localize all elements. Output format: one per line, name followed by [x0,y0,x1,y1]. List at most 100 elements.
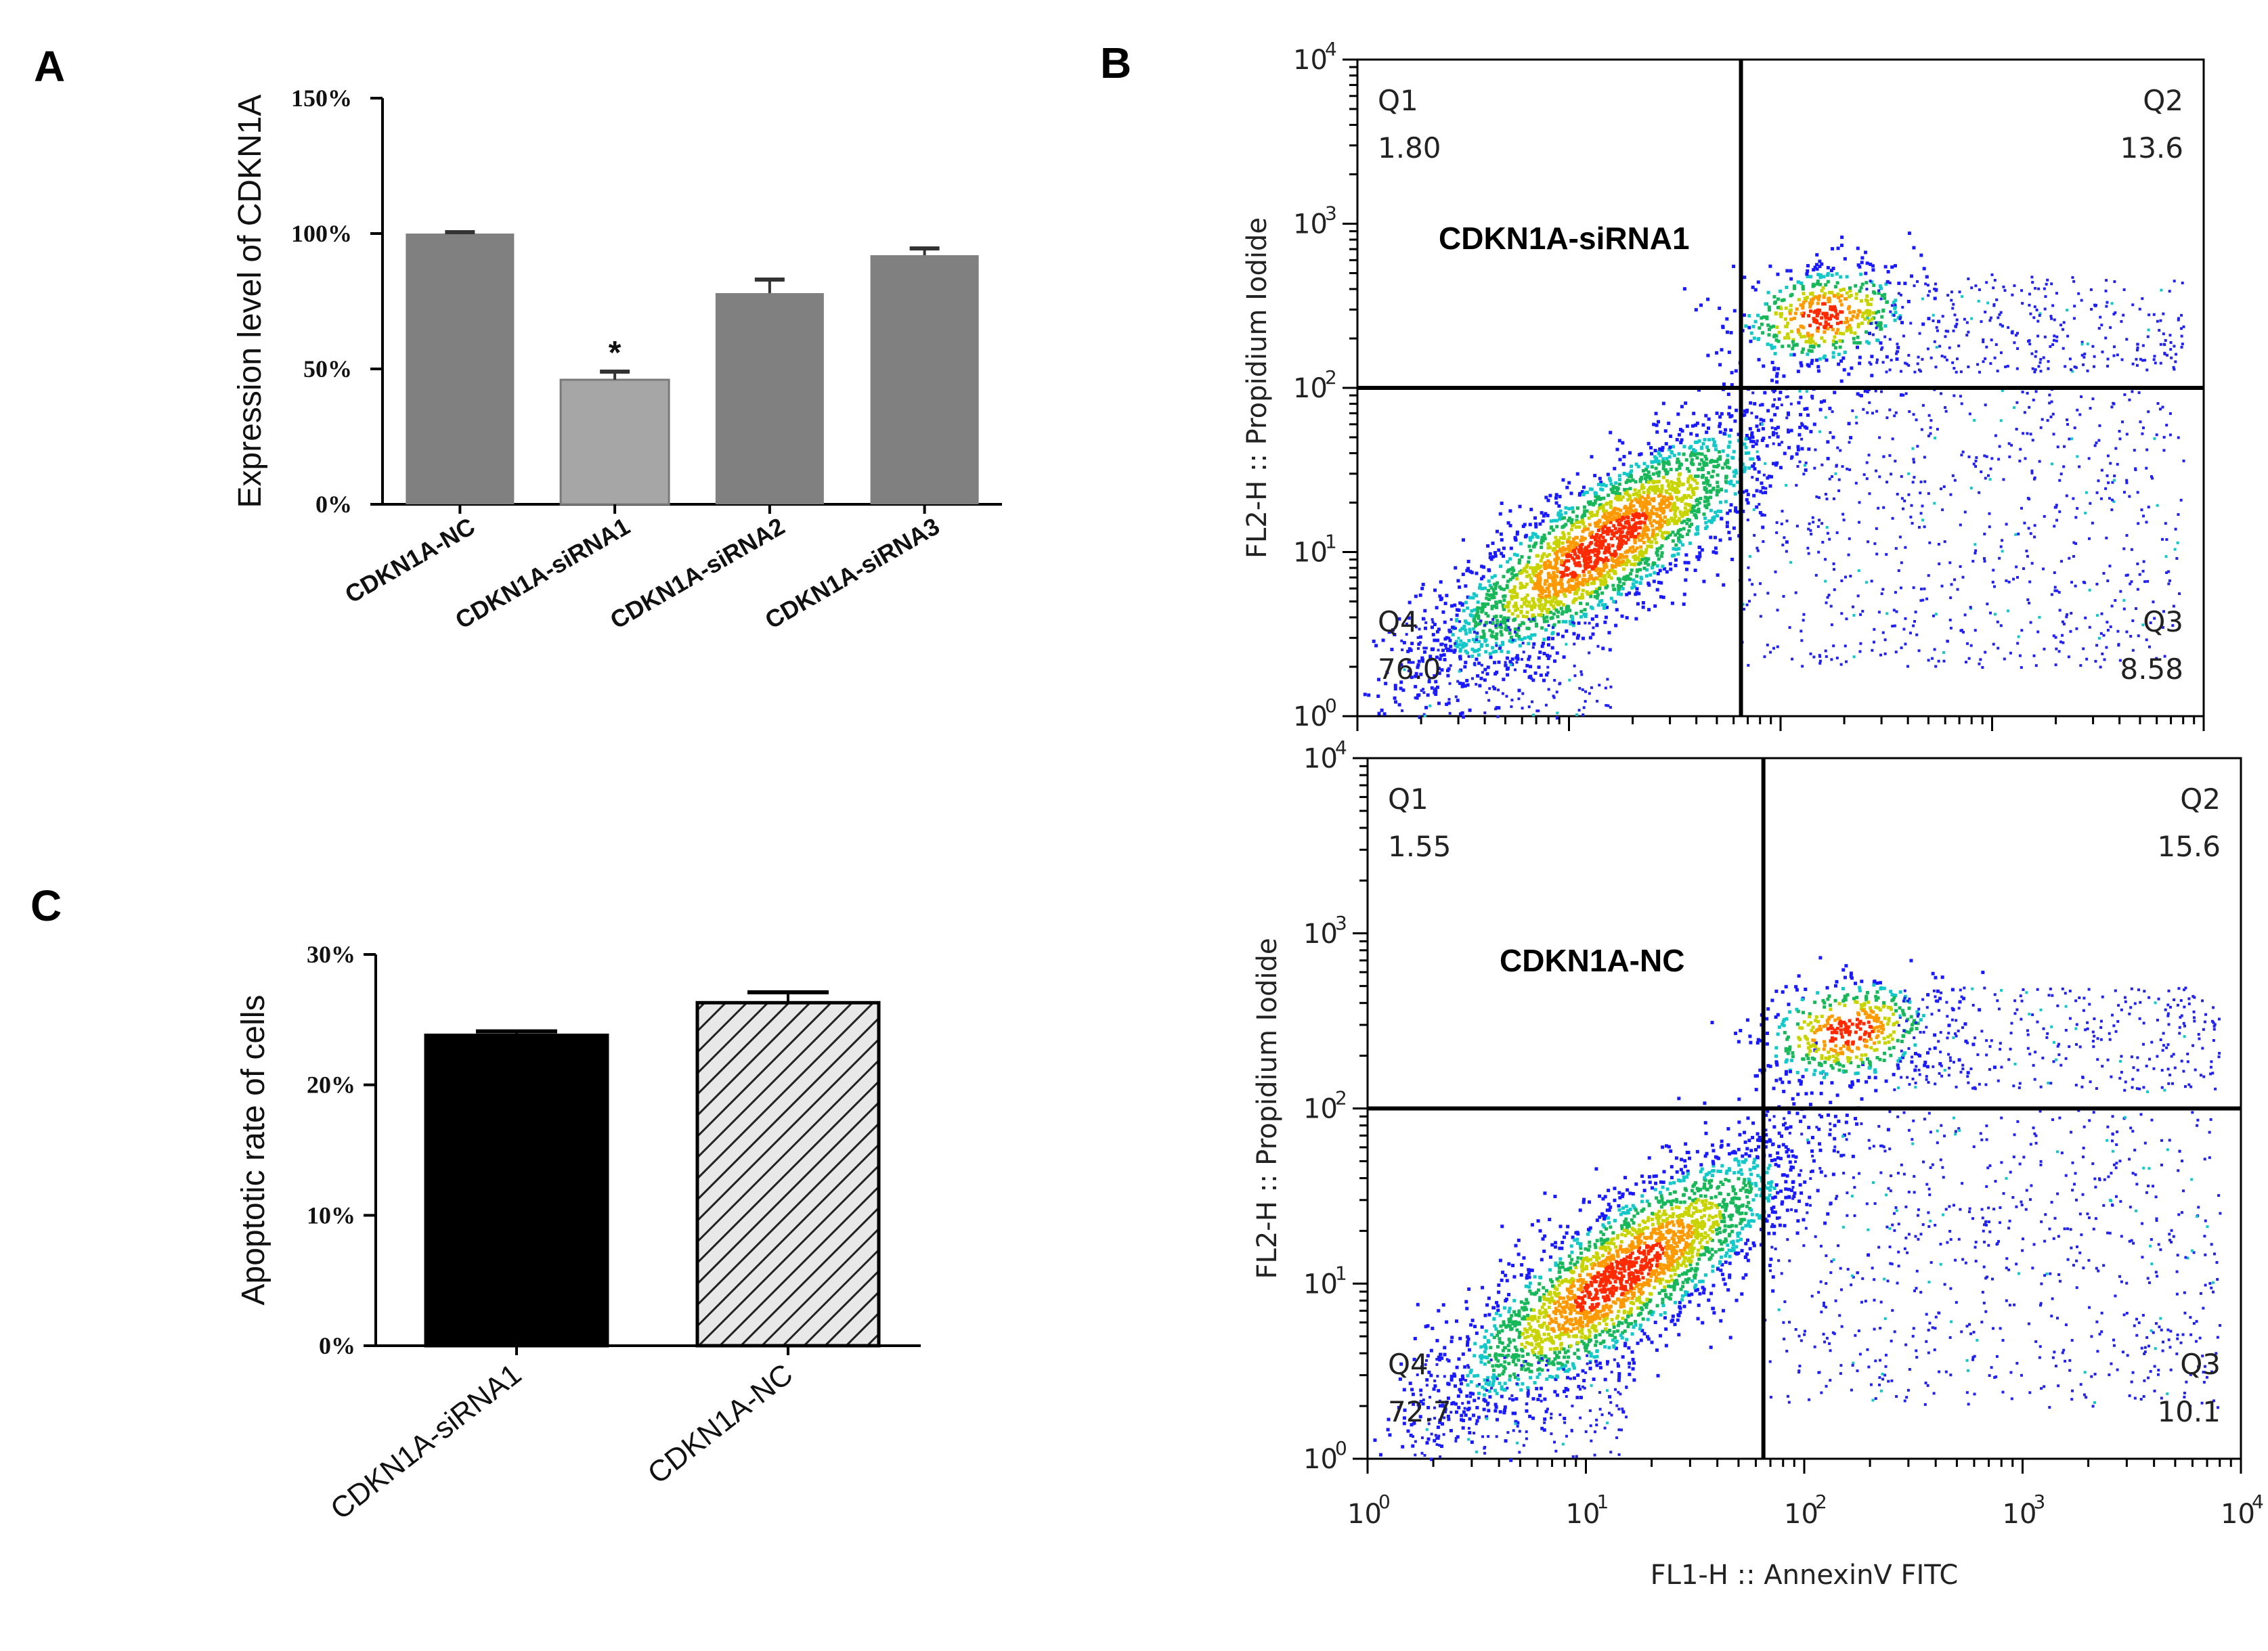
event-dot [1500,502,1504,506]
event-dot [1735,408,1739,412]
event-dot [1408,647,1412,651]
event-dot [1894,547,1898,550]
event-dot [1489,586,1493,590]
event-dot [1514,1348,1519,1352]
event-dot [1912,586,1915,590]
event-dot [1595,540,1599,544]
event-dot [2125,433,2129,436]
event-dot [1530,677,1533,680]
event-dot [1542,533,1546,537]
event-dot [1675,438,1679,442]
event-dot [1521,614,1525,618]
event-dot [1527,657,1531,661]
event-dot [1480,663,1483,667]
event-dot [1700,452,1704,456]
event-dot [1685,532,1689,536]
event-dot [1860,321,1864,325]
event-dot [1867,540,1870,544]
event-dot [1795,525,1799,528]
event-dot [1540,541,1544,545]
event-dot [1831,343,1835,347]
event-dot [1470,571,1474,575]
event-dot [1556,569,1560,573]
event-dot [1560,586,1564,590]
event-dot [2028,303,2031,307]
event-dot [1533,573,1537,577]
event-dot [1671,539,1675,543]
event-dot [1562,560,1566,565]
event-dot [1955,370,1958,374]
event-dot [1985,455,1988,458]
event-dot [1581,520,1585,524]
event-dot [1706,499,1710,503]
event-dot [1978,288,1981,292]
event-dot [2032,398,2035,401]
event-dot [1594,524,1598,528]
event-dots [1373,956,2222,1462]
event-dot [1714,510,1718,514]
event-dot [1657,557,1661,561]
event-dot [1538,581,1542,586]
event-dot [1579,601,1583,605]
event-dot [1799,361,1803,365]
event-dot [1871,333,1875,336]
event-dot [1658,569,1662,573]
event-dot [1572,537,1576,541]
event-dot [1480,565,1484,569]
event-dot [1487,598,1491,602]
event-dot [2175,556,2179,560]
event-dot [2111,498,2114,502]
event-dot [1488,628,1492,632]
event-dot [1423,714,1426,718]
event-dot [1744,445,1748,449]
event-dot [1688,542,1693,546]
event-dot [1823,326,1827,330]
event-dot [1779,307,1783,311]
event-dot [1929,432,1932,435]
event-dot [2153,617,2156,620]
event-dot [2066,309,2069,312]
event-dot [2033,535,2036,539]
event-dot [1960,454,1963,457]
event-dot [2106,628,2110,632]
event-dot [1664,468,1668,472]
event-dot [1697,546,1701,550]
event-dot [1809,430,1813,434]
event-dot [1632,524,1636,528]
event-dot [1587,1317,1591,1321]
event-dot [2074,366,2078,370]
event-dot [1533,586,1538,590]
event-dot [1559,550,1563,554]
event-dot [1709,1206,1714,1210]
event-dot [1548,531,1552,535]
event-dot [1561,1363,1565,1367]
event-dot [1466,1401,1470,1405]
event-dot [1800,437,1804,441]
event-dot [2057,650,2061,653]
event-dot [1746,1258,1750,1262]
event-dot [1610,529,1614,533]
event-dot [1960,402,1963,405]
event-dot [1933,502,1936,505]
event-dot [2038,615,2041,619]
event-dot [1856,322,1860,326]
event-dot [1632,1325,1636,1329]
event-dot [1914,611,1917,614]
event-dot [1921,357,1924,361]
event-dot [1448,638,1452,642]
event-dot [1575,713,1579,716]
event-dot [1508,567,1512,571]
event-dot [1657,1227,1661,1231]
event-dot [1657,470,1661,475]
event-dot [1757,457,1761,461]
event-dot [1657,474,1661,478]
event-dot [1565,629,1569,633]
event-dot [1544,579,1548,583]
event-dot [1610,1286,1614,1290]
event-dot [1810,361,1814,366]
event-dot [1718,430,1722,434]
event-dot [1462,609,1466,613]
event-dot [1406,649,1410,653]
event-dot [2027,527,2030,530]
event-dot [1812,1159,1816,1163]
